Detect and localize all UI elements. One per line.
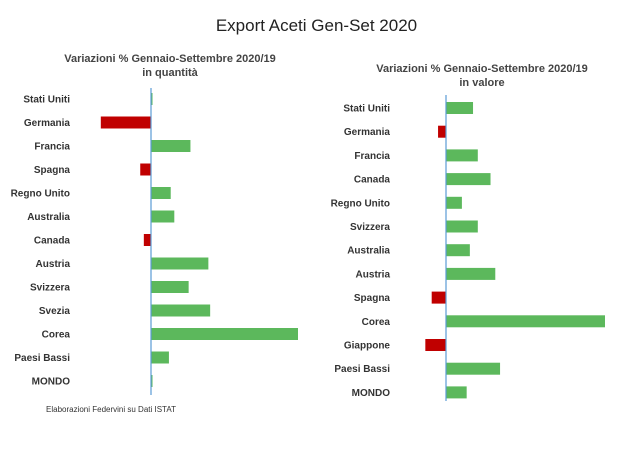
- left-bar-spagna: [140, 163, 151, 176]
- right-bar-germania: [438, 125, 446, 138]
- left-category-label-mondo: MONDO: [32, 377, 71, 388]
- left-category-label-stati-uniti: Stati Uniti: [23, 95, 70, 106]
- right-category-label-svizzera: Svizzera: [350, 222, 390, 233]
- right-bar-stati-uniti: [446, 102, 474, 114]
- left-chart-title-line1: Variazioni % Gennaio-Settembre 2020/19: [64, 53, 276, 65]
- right-bar-spagna: [431, 291, 446, 304]
- right-chart-title: Variazioni % Gennaio-Settembre 2020/19 i…: [372, 62, 592, 90]
- right-category-label-canada: Canada: [354, 175, 391, 186]
- left-category-label-svizzera: Svizzera: [30, 283, 70, 294]
- right-bar-corea: [446, 315, 605, 328]
- left-category-label-francia: Francia: [34, 142, 70, 153]
- source-note: Elaborazioni Federvini su Dati ISTAT: [46, 405, 176, 414]
- left-category-label-germania: Germania: [24, 118, 71, 129]
- right-bar-austria: [446, 267, 496, 280]
- right-category-label-germania: Germania: [344, 127, 391, 138]
- right-category-label-paesi-bassi: Paesi Bassi: [334, 364, 390, 375]
- left-bar-svezia: [151, 304, 211, 317]
- right-category-label-spagna: Spagna: [354, 293, 391, 304]
- right-category-label-corea: Corea: [362, 317, 391, 328]
- left-bar-australia: [151, 210, 175, 223]
- right-chart-title-line1: Variazioni % Gennaio-Settembre 2020/19: [376, 63, 588, 75]
- right-bar-paesi-bassi: [446, 362, 501, 375]
- right-bar-svizzera: [446, 220, 478, 233]
- right-bar-regno-unito: [446, 196, 462, 209]
- left-bar-francia: [151, 140, 191, 152]
- right-category-label-regno-unito: Regno Unito: [331, 198, 390, 209]
- right-bar-francia: [446, 149, 478, 162]
- left-category-label-paesi-bassi: Paesi Bassi: [14, 353, 70, 364]
- left-category-label-canada: Canada: [34, 236, 71, 247]
- left-category-label-spagna: Spagna: [34, 165, 71, 176]
- right-category-label-francia: Francia: [354, 151, 390, 162]
- right-bar-mondo: [446, 386, 467, 399]
- left-chart-subtitle: in quantità: [142, 67, 198, 79]
- right-bar-giappone: [425, 339, 446, 351]
- left-bar-germania: [100, 116, 151, 129]
- left-bar-austria: [151, 257, 209, 270]
- left-bar-paesi-bassi: [151, 351, 169, 364]
- left-bar-regno-unito: [151, 187, 171, 199]
- left-bar-mondo: [151, 375, 153, 387]
- page-title: Export Aceti Gen-Set 2020: [215, 16, 418, 35]
- left-bar-canada: [143, 234, 151, 246]
- left-bar-corea: [151, 328, 298, 340]
- right-bar-australia: [446, 244, 470, 257]
- left-category-label-svezia: Svezia: [39, 306, 71, 317]
- left-chart-title: Variazioni % Gennaio-Settembre 2020/19 i…: [60, 52, 280, 80]
- left-category-label-australia: Australia: [27, 212, 70, 223]
- left-category-label-corea: Corea: [42, 330, 71, 341]
- right-bar-canada: [446, 173, 491, 186]
- left-bar-stati-uniti: [151, 93, 153, 105]
- left-bar-svizzera: [151, 281, 189, 293]
- left-category-label-regno-unito: Regno Unito: [11, 189, 70, 200]
- right-category-label-stati-uniti: Stati Uniti: [343, 104, 390, 115]
- right-category-label-mondo: MONDO: [352, 388, 391, 399]
- right-chart-subtitle: in valore: [459, 77, 505, 89]
- right-category-label-austria: Austria: [356, 269, 391, 280]
- right-category-label-giappone: Giappone: [344, 341, 391, 352]
- right-category-label-australia: Australia: [347, 246, 390, 257]
- left-category-label-austria: Austria: [36, 259, 71, 270]
